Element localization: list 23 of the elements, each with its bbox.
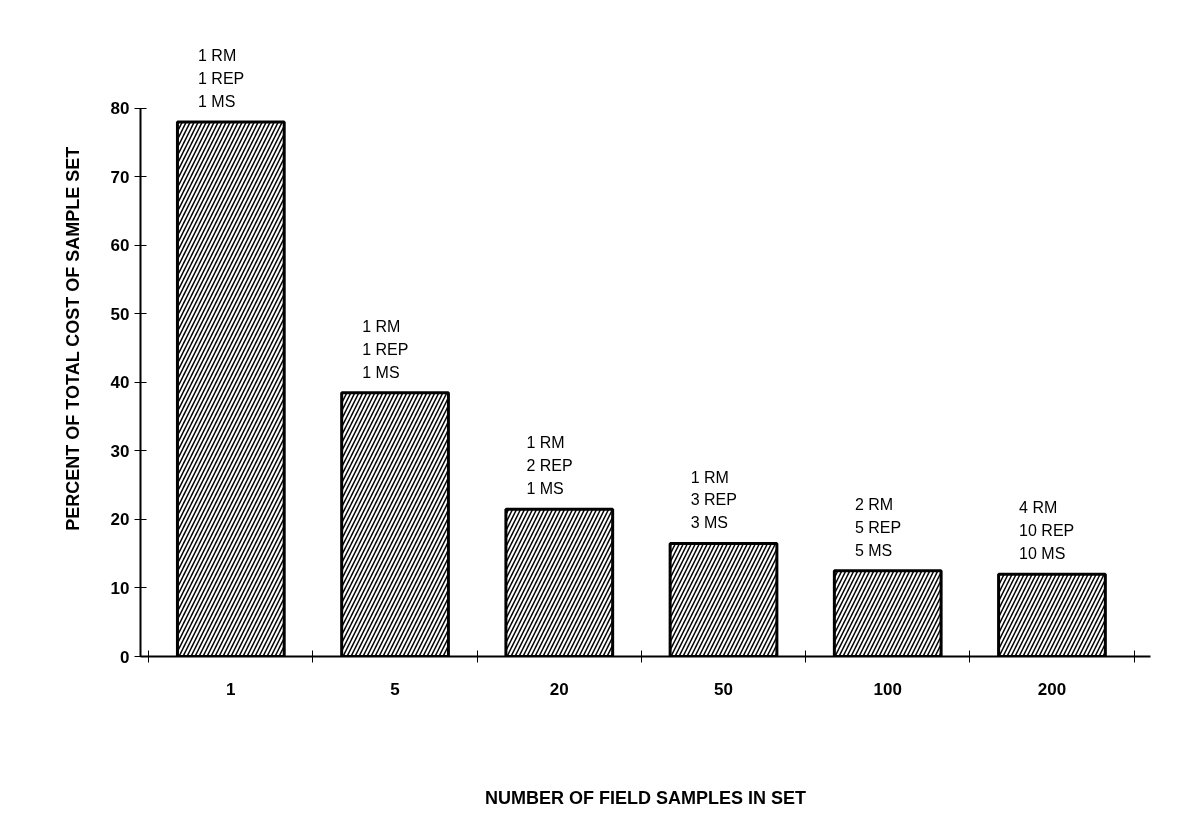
y-tick-label: 0 [120, 647, 130, 667]
y-tick-label: 30 [110, 441, 130, 461]
annotation: 1 RM 3 REP 3 MS [690, 468, 737, 532]
annotation: 4 RM 10 REP 10 MS [1019, 499, 1075, 563]
y-tick-label: 40 [110, 373, 130, 393]
x-tick-label: 200 [1037, 679, 1067, 699]
annotation: 1 RM 2 REP 1 MS [526, 434, 573, 498]
y-tick-label: 20 [110, 510, 130, 530]
x-tick-label: 100 [873, 679, 902, 699]
y-tick-label: 80 [110, 99, 130, 119]
y-tick-label: 50 [110, 304, 130, 324]
annotation: 1 RM 1 REP 1 MS [362, 317, 409, 381]
annotation: 1 RM 1 REP 1 MS [197, 47, 245, 110]
y-axis-title: PERCENT OF TOTAL COST OF SAMPLE SET [62, 146, 83, 531]
x-axis-title: NUMBER OF FIELD SAMPLES IN SET [484, 787, 807, 808]
x-tick-label: 50 [714, 679, 733, 699]
x-tick-label: 5 [390, 679, 400, 699]
y-tick-label: 60 [110, 236, 130, 256]
x-tick-label: 20 [549, 679, 569, 699]
y-tick-label: 70 [110, 167, 130, 187]
annotation: 2 RM 5 REP 5 MS [854, 495, 902, 559]
x-tick-label: 1 [226, 679, 236, 699]
y-tick-label: 10 [110, 578, 130, 598]
